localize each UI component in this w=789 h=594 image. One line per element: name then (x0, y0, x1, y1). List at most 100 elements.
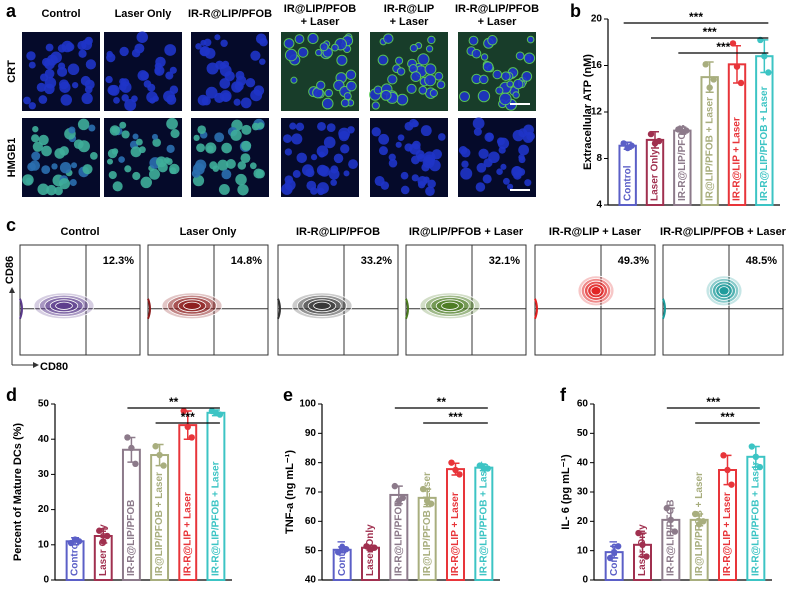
edge-events (405, 298, 409, 320)
nucleus (164, 44, 177, 56)
replicate-dot (104, 532, 111, 540)
nucleus (434, 71, 444, 81)
nucleus (203, 38, 212, 47)
nucleus (257, 122, 265, 130)
category-label: IR@LIP/PFOB + Laser (694, 472, 705, 576)
nucleus (235, 173, 247, 186)
nucleus (290, 76, 298, 84)
nucleus (476, 162, 487, 173)
category-label: IR-R@LIP/PFOB + Laser (478, 461, 489, 576)
nucleus (119, 46, 129, 57)
nucleus (147, 83, 156, 92)
significance-label: *** (716, 40, 730, 54)
y-tick-label: 20 (38, 504, 50, 515)
nucleus (302, 164, 314, 176)
nucleus (291, 133, 303, 145)
replicate-dot (419, 485, 427, 493)
micrograph (458, 32, 536, 111)
replicate-dot (152, 443, 159, 450)
micrograph (104, 31, 182, 111)
replicate-dot (628, 142, 635, 149)
nucleus (121, 130, 130, 139)
nucleus (221, 60, 230, 68)
y-axis-label: TNF-a (ng mL⁻¹) (284, 450, 296, 534)
nucleus (81, 92, 93, 105)
nucleus (492, 69, 503, 80)
nucleus (59, 162, 72, 174)
nucleus (501, 71, 511, 81)
nucleus (427, 179, 436, 189)
nucleus (318, 151, 325, 158)
nucleus (90, 152, 98, 160)
nucleus (81, 39, 93, 51)
nucleus (36, 82, 46, 92)
nucleus (526, 131, 535, 141)
y-tick-label: 80 (305, 457, 317, 468)
nucleus (31, 134, 40, 143)
nucleus (506, 80, 514, 88)
y-tick-label: 10 (577, 545, 589, 556)
nucleus (124, 165, 132, 173)
nucleus (420, 125, 432, 137)
replicate-dot (635, 529, 642, 537)
replicate-dot (720, 452, 727, 459)
y-tick-label: 40 (38, 434, 50, 445)
nucleus (259, 37, 268, 47)
quadrant-percent: 14.8% (231, 255, 262, 267)
nucleus (400, 185, 410, 195)
significance-label: *** (689, 10, 703, 24)
nucleus (458, 145, 468, 155)
replicate-dot (100, 538, 107, 545)
replicate-dot (667, 516, 675, 524)
nucleus (388, 153, 396, 161)
nucleus (294, 34, 305, 44)
nucleus (253, 168, 264, 179)
nucleus (37, 183, 50, 196)
nucleus (132, 133, 139, 140)
nucleus (378, 133, 390, 145)
nucleus (78, 49, 87, 58)
replicate-dot (448, 459, 455, 466)
nucleus (112, 181, 123, 192)
nucleus (526, 35, 535, 44)
edge-events (147, 298, 151, 320)
replicate-dot (456, 471, 463, 478)
y-tick-label: 0 (43, 575, 49, 586)
nucleus (219, 64, 232, 77)
y-axis-label: Extracellular ATP (nM) (582, 54, 594, 170)
nucleus (330, 179, 337, 186)
nucleus (77, 140, 90, 153)
nucleus (27, 162, 36, 172)
nucleus (166, 117, 178, 130)
nucleus (485, 132, 494, 141)
nucleus (169, 66, 177, 74)
nucleus (497, 137, 510, 150)
nucleus (429, 89, 438, 98)
nucleus (169, 85, 179, 95)
replicate-dot (683, 127, 690, 134)
nucleus (397, 134, 405, 141)
nucleus (427, 35, 436, 45)
y-tick-label: 12 (591, 107, 603, 118)
category-label: Laser Only (365, 524, 376, 576)
panel-label: e (283, 385, 293, 405)
nucleus (425, 45, 434, 53)
nucleus (106, 52, 116, 63)
nucleus (328, 168, 340, 180)
flow-title: Control (60, 226, 99, 238)
category-label: IR-R@LIP/PFOB + Laser (759, 86, 770, 201)
quadrant-percent: 32.1% (489, 255, 520, 267)
flow-title: Laser Only (180, 226, 238, 238)
y-tick-label: 0 (582, 575, 588, 586)
nucleus (319, 42, 329, 52)
y-tick-label: 100 (299, 399, 316, 410)
nucleus (124, 99, 137, 111)
replicate-dot (96, 527, 103, 534)
nucleus (411, 155, 420, 165)
nucleus (482, 174, 492, 184)
y-tick-label: 4 (596, 200, 602, 211)
replicate-dot (761, 53, 768, 60)
nucleus (338, 127, 351, 140)
nucleus (170, 129, 180, 139)
